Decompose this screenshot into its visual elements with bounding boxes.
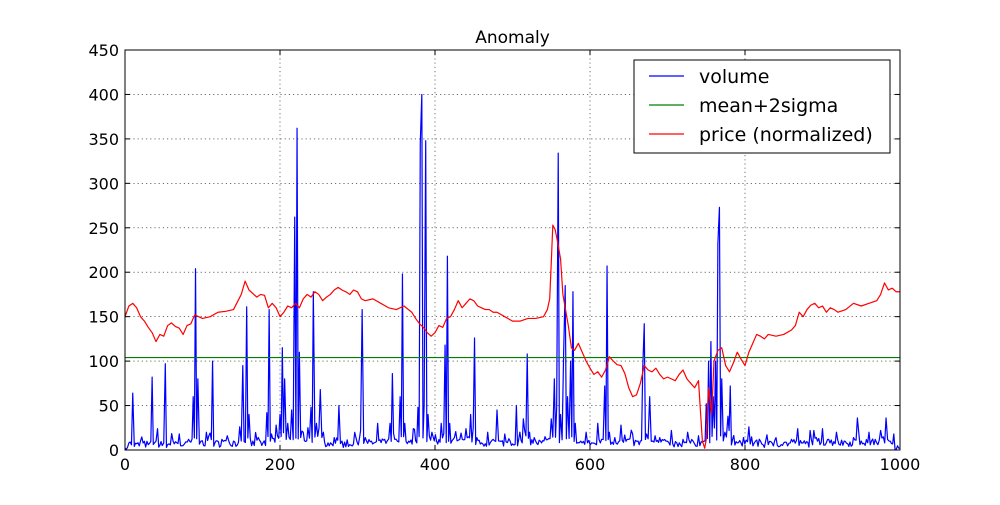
x-tick-label: 400: [420, 455, 451, 474]
axes-layer: 0 200 400 600 800 1000 0 50 100 150 200 250 300 350 40…: [88, 41, 920, 474]
legend-label-volume: volume: [699, 66, 769, 88]
plot-frame: [124, 49, 901, 451]
y-tick-label: 450: [88, 41, 119, 60]
x-tick-label: 1000: [880, 455, 921, 474]
y-tick-label: 400: [88, 85, 119, 104]
series-line-price-normalized: [125, 224, 900, 449]
grid-layer: [125, 50, 900, 450]
series-layer: [125, 93, 900, 450]
series-line-volume: [125, 93, 900, 450]
y-tick-label: 150: [88, 308, 119, 327]
y-tick-label: 50: [99, 397, 119, 416]
x-tick-label: 200: [265, 455, 296, 474]
legend-label-price-normalized: price (normalized): [699, 124, 873, 146]
y-tick-label: 200: [88, 263, 119, 282]
y-tick-label: 100: [88, 352, 119, 371]
x-tick-label: 600: [575, 455, 606, 474]
legend: volume mean+2sigma price (normalized): [633, 59, 891, 154]
y-tick-label: 350: [88, 130, 119, 149]
chart-title: Anomaly: [475, 28, 550, 48]
y-tick-label: 250: [88, 219, 119, 238]
x-tick-label: 800: [730, 455, 761, 474]
x-tick-label: 0: [120, 455, 130, 474]
legend-label-mean-2sigma: mean+2sigma: [699, 95, 838, 117]
y-tick-label: 0: [109, 441, 119, 460]
y-tick-label: 300: [88, 174, 119, 193]
